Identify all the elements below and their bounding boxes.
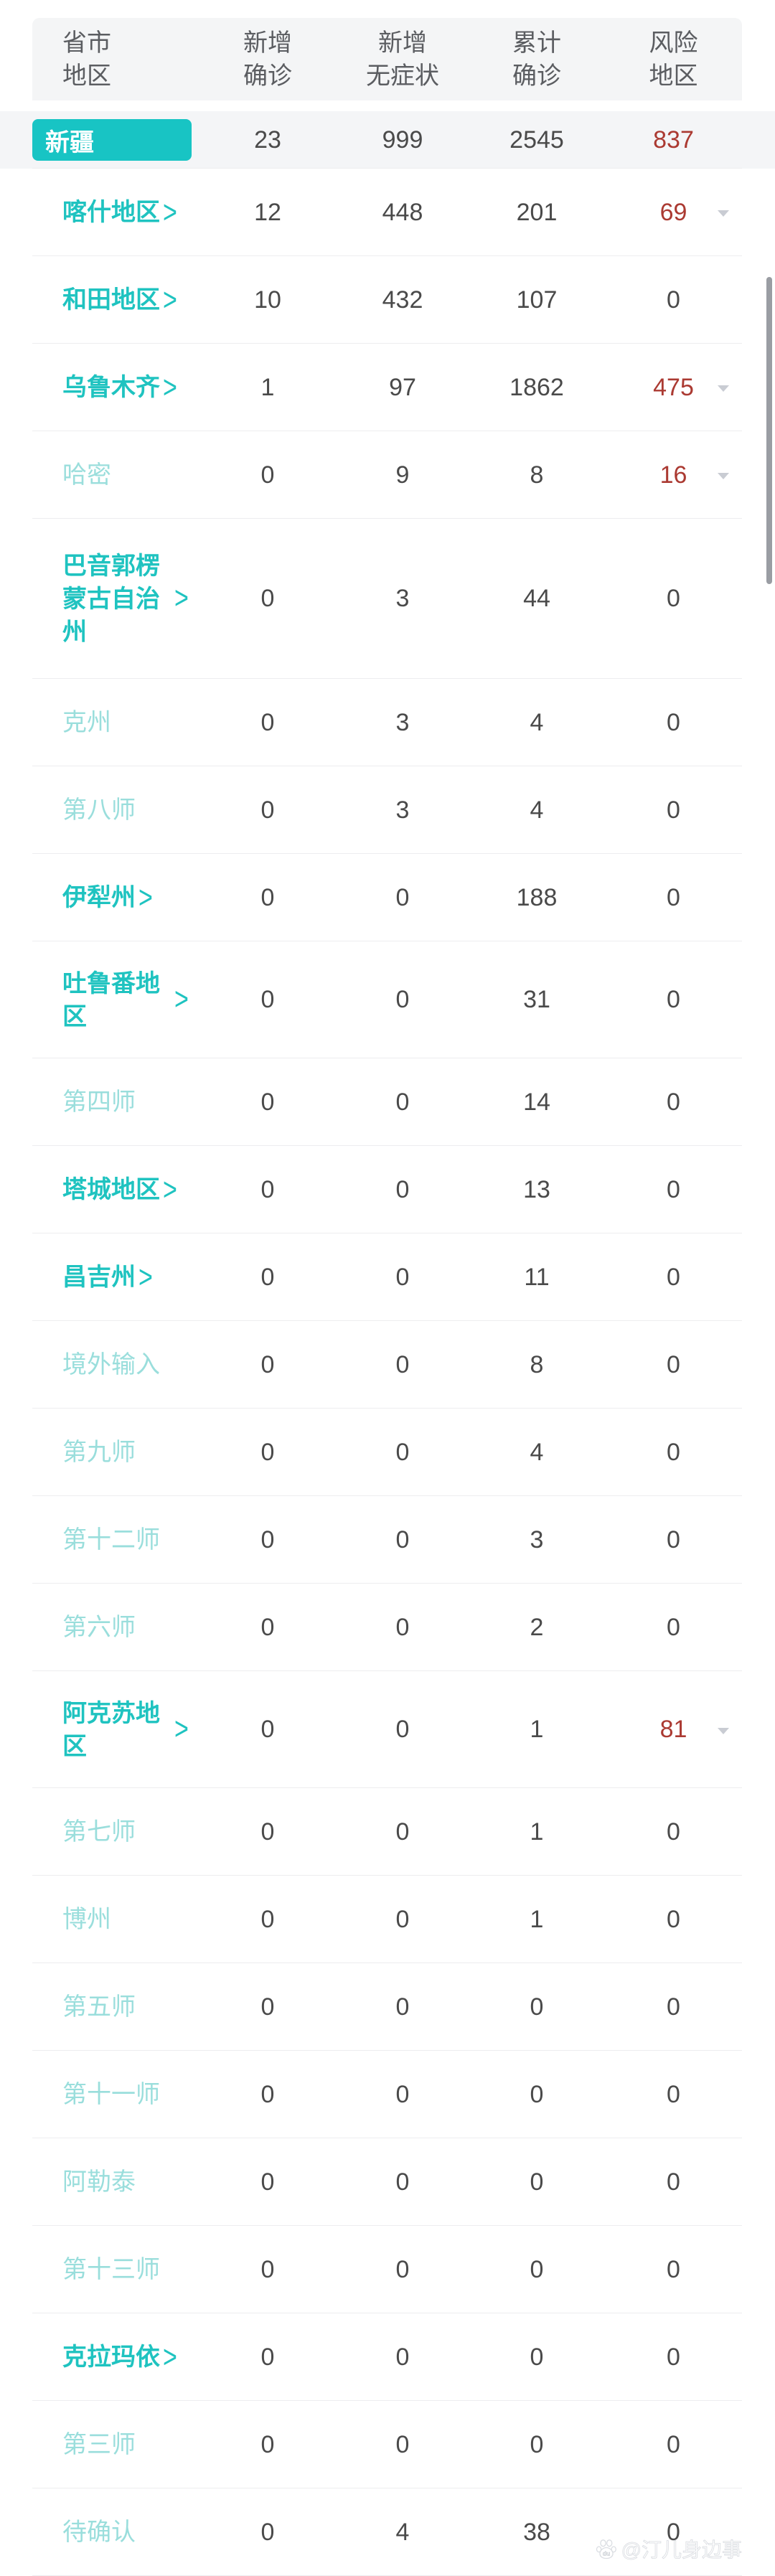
svg-text:du: du bbox=[602, 2550, 609, 2557]
